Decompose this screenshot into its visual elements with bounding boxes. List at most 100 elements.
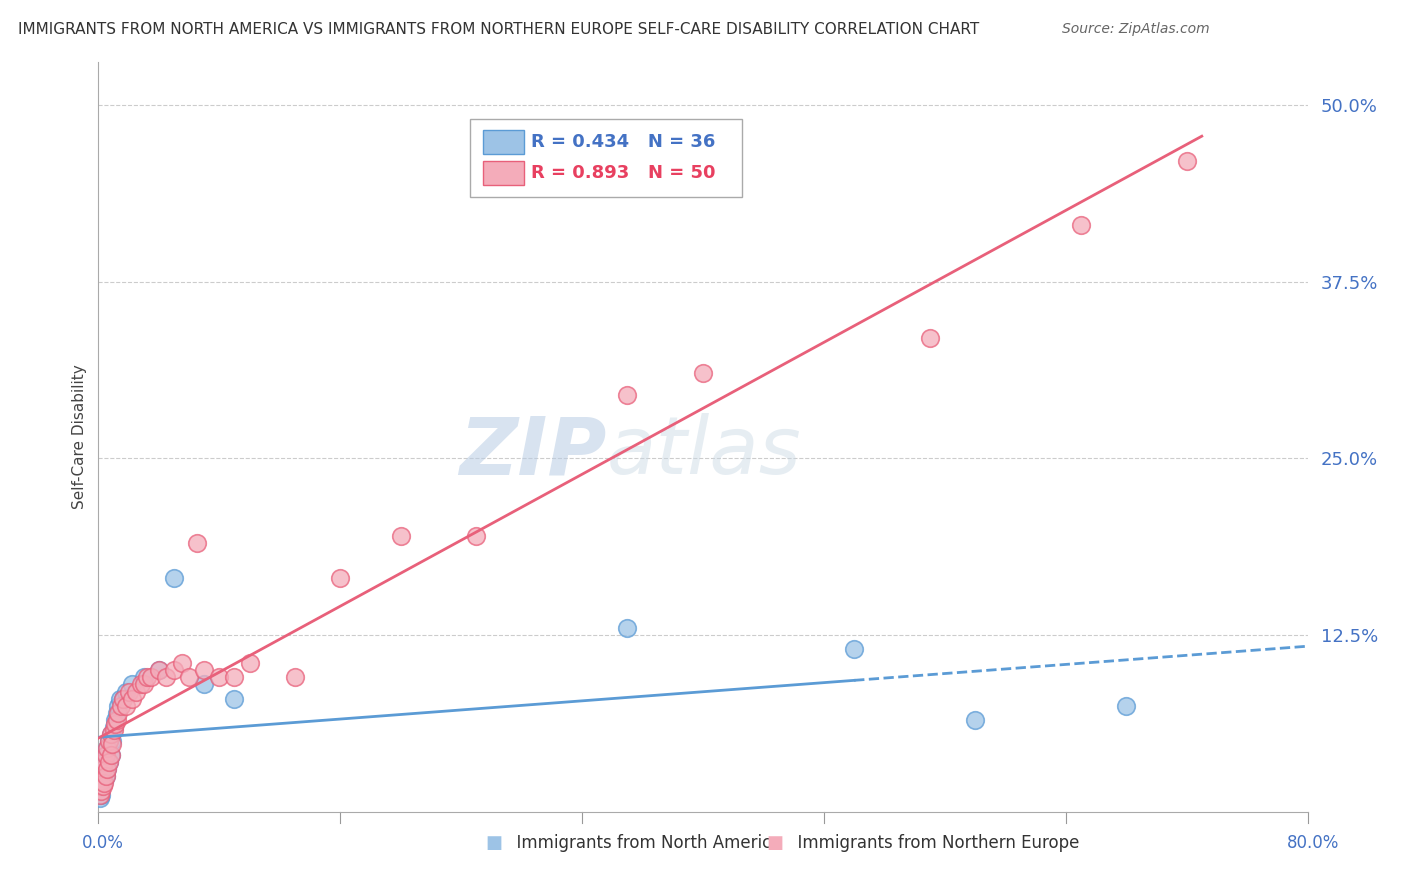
Point <box>93 756 115 770</box>
Point <box>129 677 152 691</box>
Point <box>96 762 118 776</box>
Point <box>193 664 215 678</box>
Point <box>692 367 714 381</box>
FancyBboxPatch shape <box>482 161 524 186</box>
Point <box>90 779 112 793</box>
Point <box>93 765 115 780</box>
Point <box>91 779 114 793</box>
Point <box>100 727 122 741</box>
Point <box>104 717 127 731</box>
Point <box>121 677 143 691</box>
Point <box>389 529 412 543</box>
Text: R = 0.893   N = 50: R = 0.893 N = 50 <box>531 164 716 182</box>
Point <box>103 723 125 737</box>
Point <box>91 762 114 776</box>
Point <box>100 748 122 763</box>
Point <box>94 769 117 783</box>
Point <box>163 664 186 678</box>
Point <box>89 790 111 805</box>
Point <box>224 691 246 706</box>
Point <box>103 720 125 734</box>
Point <box>91 776 114 790</box>
Text: R = 0.434   N = 36: R = 0.434 N = 36 <box>531 133 716 151</box>
Point <box>89 779 111 793</box>
Point <box>465 529 488 543</box>
Text: Immigrants from North America: Immigrants from North America <box>506 834 782 852</box>
Point <box>105 713 128 727</box>
Point <box>224 670 246 684</box>
Point <box>132 670 155 684</box>
Point <box>193 677 215 691</box>
Point <box>1175 154 1198 169</box>
Point <box>98 756 121 770</box>
Text: IMMIGRANTS FROM NORTH AMERICA VS IMMIGRANTS FROM NORTHERN EUROPE SELF-CARE DISAB: IMMIGRANTS FROM NORTH AMERICA VS IMMIGRA… <box>18 22 980 37</box>
Point <box>94 748 117 763</box>
Point <box>239 657 262 671</box>
Point <box>100 727 122 741</box>
Point <box>89 783 111 797</box>
Point <box>284 670 307 684</box>
Point <box>108 691 131 706</box>
Text: Source: ZipAtlas.com: Source: ZipAtlas.com <box>1062 22 1209 37</box>
Point <box>107 706 129 720</box>
Point <box>135 670 157 684</box>
Point <box>170 657 193 671</box>
Point <box>616 621 638 635</box>
Point <box>121 691 143 706</box>
Point <box>101 737 124 751</box>
Point <box>96 741 118 756</box>
Point <box>132 677 155 691</box>
Text: ■: ■ <box>766 834 783 852</box>
Point <box>93 776 115 790</box>
Point <box>89 788 111 802</box>
Point <box>98 734 121 748</box>
Point <box>114 684 136 698</box>
Point <box>163 571 186 585</box>
Point <box>141 670 163 684</box>
Point <box>100 748 122 763</box>
Point <box>94 748 117 763</box>
Point <box>844 642 866 657</box>
FancyBboxPatch shape <box>470 119 742 197</box>
Point <box>94 756 117 770</box>
Point <box>111 691 134 706</box>
Point <box>90 773 112 788</box>
Point <box>179 670 201 684</box>
Point <box>104 713 127 727</box>
Point <box>114 698 136 713</box>
Y-axis label: Self-Care Disability: Self-Care Disability <box>72 365 87 509</box>
Text: 0.0%: 0.0% <box>82 834 124 852</box>
Text: 80.0%: 80.0% <box>1286 834 1340 852</box>
Point <box>148 664 170 678</box>
Point <box>1070 218 1092 232</box>
Point <box>111 691 134 706</box>
Point <box>90 788 112 802</box>
Point <box>148 664 170 678</box>
Point <box>98 734 121 748</box>
Point <box>94 769 117 783</box>
Point <box>91 769 114 783</box>
Point <box>98 756 121 770</box>
Point <box>96 762 118 776</box>
Text: atlas: atlas <box>606 413 801 491</box>
Point <box>965 713 987 727</box>
Point <box>90 783 112 797</box>
Point <box>125 684 148 698</box>
Point <box>208 670 231 684</box>
Point <box>107 698 129 713</box>
Point <box>186 536 208 550</box>
Point <box>105 706 128 720</box>
Text: Immigrants from Northern Europe: Immigrants from Northern Europe <box>787 834 1080 852</box>
Point <box>329 571 352 585</box>
Text: ZIP: ZIP <box>458 413 606 491</box>
Point <box>918 331 941 345</box>
Point <box>110 698 132 713</box>
Point <box>93 773 115 788</box>
Point <box>155 670 177 684</box>
Point <box>118 684 141 698</box>
Point <box>616 387 638 401</box>
Point <box>1115 698 1137 713</box>
Text: ■: ■ <box>485 834 502 852</box>
FancyBboxPatch shape <box>482 130 524 153</box>
Point <box>96 741 118 756</box>
